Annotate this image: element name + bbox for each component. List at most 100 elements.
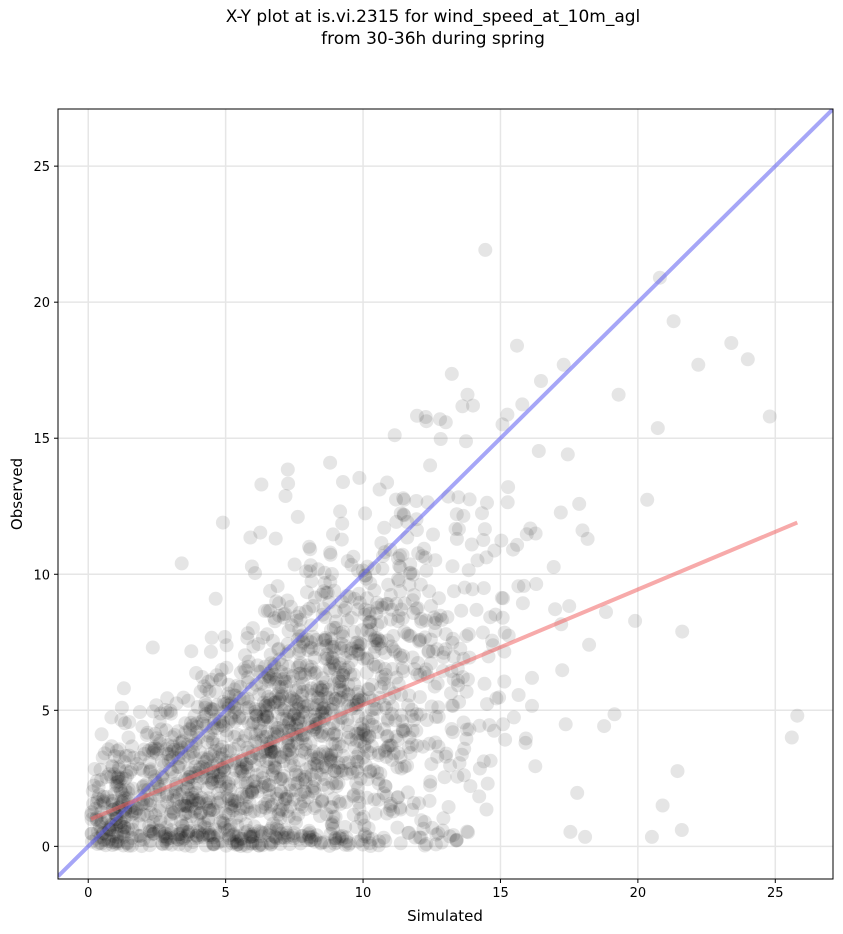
data-point [265, 763, 280, 778]
data-point [159, 723, 174, 738]
data-point [137, 746, 152, 761]
data-point [203, 828, 218, 842]
data-point [245, 834, 260, 849]
data-point [117, 824, 132, 839]
data-point [188, 786, 203, 800]
data-point [170, 827, 185, 842]
data-point [303, 712, 317, 727]
data-point [402, 577, 417, 592]
data-point [371, 792, 386, 807]
data-point [291, 807, 306, 822]
data-point [320, 701, 335, 716]
data-point [235, 762, 250, 777]
data-point [423, 632, 438, 647]
data-point [273, 784, 288, 799]
data-point [86, 778, 101, 793]
data-point [321, 727, 336, 742]
data-point [501, 480, 516, 495]
data-point [303, 640, 318, 655]
data-point [459, 629, 474, 644]
data-point [239, 757, 254, 772]
data-point [457, 768, 471, 783]
data-point [256, 729, 271, 744]
data-point [346, 807, 361, 822]
data-point [348, 635, 363, 650]
data-point [298, 769, 313, 784]
data-point [215, 747, 230, 762]
data-point [724, 336, 739, 350]
data-point [213, 825, 228, 840]
data-point [112, 762, 127, 777]
data-point [276, 610, 291, 625]
data-point [275, 711, 290, 726]
data-point [413, 577, 428, 592]
data-point [262, 835, 277, 850]
data-point [154, 722, 169, 737]
data-point [415, 739, 430, 754]
data-point [257, 684, 272, 699]
data-point [326, 620, 341, 635]
data-point [94, 815, 109, 830]
data-point [110, 774, 125, 789]
data-point [325, 776, 340, 790]
data-point [336, 625, 351, 639]
data-point [487, 543, 502, 558]
data-point [165, 739, 180, 754]
data-point [428, 624, 443, 638]
data-point [211, 835, 225, 850]
y-tick-label: 20 [33, 296, 50, 311]
data-point [253, 803, 268, 818]
data-point [219, 723, 234, 738]
data-point [278, 674, 293, 689]
data-point [438, 415, 453, 430]
data-point [426, 644, 440, 659]
data-point [262, 783, 277, 798]
data-point [650, 421, 665, 436]
data-point [325, 690, 340, 705]
data-point [495, 610, 510, 625]
data-point [177, 807, 192, 822]
data-point [339, 795, 354, 810]
x-tick-label: 25 [767, 886, 784, 901]
data-point [254, 824, 268, 839]
data-point [133, 750, 148, 765]
data-point [339, 766, 354, 781]
data-point [402, 730, 417, 745]
data-point [198, 754, 213, 769]
data-point [224, 711, 239, 726]
data-point [407, 662, 422, 677]
data-point [390, 733, 405, 748]
data-point [368, 659, 383, 674]
data-point [189, 828, 204, 843]
data-point [436, 811, 451, 826]
data-point [334, 739, 349, 754]
data-point [132, 761, 147, 776]
data-point [323, 703, 338, 718]
data-point [286, 692, 301, 707]
data-point [379, 596, 394, 611]
data-point [327, 763, 342, 778]
data-point [359, 665, 374, 680]
data-point [318, 772, 333, 786]
data-point [414, 611, 429, 626]
data-point [195, 751, 210, 766]
data-point [226, 803, 241, 818]
data-point [391, 551, 405, 566]
y-tick-label: 10 [33, 568, 50, 583]
data-point [202, 826, 217, 840]
data-point [297, 745, 312, 760]
data-point [257, 775, 272, 790]
data-point [126, 750, 141, 765]
data-point [346, 789, 361, 804]
data-point [327, 831, 342, 846]
data-point [183, 722, 198, 737]
data-point [108, 836, 123, 851]
data-point [360, 559, 375, 574]
data-point [378, 834, 393, 848]
data-point [323, 547, 338, 562]
data-point [354, 833, 369, 848]
data-point [289, 683, 304, 698]
data-point [271, 686, 286, 701]
data-point [268, 753, 282, 768]
data-point [303, 542, 318, 557]
